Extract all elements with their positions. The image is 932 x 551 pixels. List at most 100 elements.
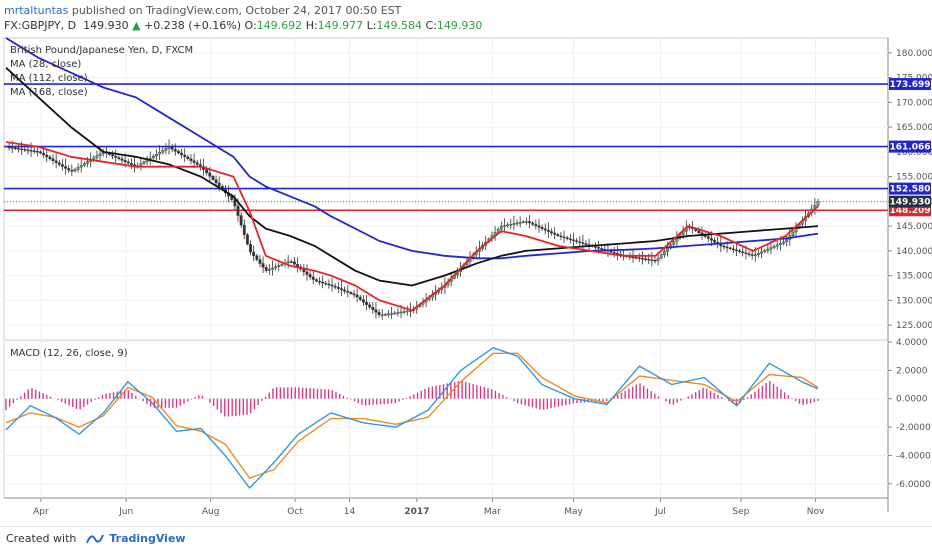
candle-body bbox=[778, 243, 782, 245]
candle-body bbox=[67, 168, 71, 171]
candle-body bbox=[393, 312, 397, 315]
time-axis: Apr Jun Aug Oct 14 2017 Mar May Jul Sep Nov bbox=[33, 498, 825, 517]
price-axis: 180.000175.000170.000165.000160.000155.0… bbox=[888, 49, 932, 331]
candle-body bbox=[383, 314, 387, 316]
tradingview-brand[interactable]: TradingView bbox=[109, 532, 186, 545]
candle-body bbox=[242, 224, 246, 235]
candle-body bbox=[264, 267, 268, 271]
time-tick-label: May bbox=[564, 507, 583, 517]
candle-body bbox=[572, 239, 575, 241]
candle-body bbox=[710, 238, 713, 241]
candle-body bbox=[731, 248, 735, 251]
candle-body bbox=[61, 164, 64, 167]
candle-body bbox=[340, 288, 343, 291]
candle-body bbox=[528, 221, 531, 224]
candle-body bbox=[769, 247, 773, 250]
candle-body bbox=[518, 222, 522, 224]
tradingview-logo-icon bbox=[85, 534, 104, 544]
chart-header: mrtaltuntas published on TradingView.com… bbox=[0, 0, 932, 36]
candle-body bbox=[713, 240, 716, 243]
time-tick-label: Jul bbox=[654, 507, 666, 517]
candle-body bbox=[647, 259, 651, 261]
candle-body bbox=[151, 155, 155, 159]
candle-body bbox=[314, 279, 318, 282]
candle-body bbox=[246, 234, 249, 245]
candle-body bbox=[816, 201, 820, 206]
candle-body bbox=[173, 149, 177, 152]
legend-ma168[interactable]: MA (168, close) bbox=[10, 87, 88, 98]
candle-body bbox=[280, 263, 284, 266]
candle-body bbox=[161, 150, 165, 153]
legend-ma28[interactable]: MA (28, close) bbox=[10, 59, 81, 70]
author-link[interactable]: mrtaltuntas bbox=[4, 4, 69, 17]
candle-body bbox=[521, 221, 525, 223]
candle-body bbox=[79, 165, 83, 168]
candle-body bbox=[772, 246, 776, 248]
candle-body bbox=[559, 235, 563, 238]
candle-body bbox=[86, 161, 89, 164]
price-series bbox=[5, 37, 819, 312]
time-tick-label: Apr bbox=[33, 507, 49, 517]
high-value: 149.977 bbox=[317, 19, 364, 32]
candle-body bbox=[556, 234, 560, 237]
candle-body bbox=[750, 254, 754, 256]
candle-body bbox=[390, 313, 394, 315]
symbol-label[interactable]: FX:GBPJPY, D bbox=[4, 19, 77, 32]
candle-body bbox=[330, 284, 334, 287]
price-tick-label: 180.000 bbox=[896, 49, 932, 59]
candle-body bbox=[95, 155, 99, 158]
candle-body bbox=[139, 163, 143, 166]
macd-pane[interactable] bbox=[3, 341, 889, 499]
level-badge bbox=[889, 140, 931, 153]
macd-tick-label: 2.0000 bbox=[896, 366, 928, 376]
candle-body bbox=[233, 199, 237, 207]
candle-body bbox=[73, 169, 77, 172]
candle-body bbox=[503, 225, 506, 227]
horizontal-levels bbox=[4, 83, 888, 212]
candle-body bbox=[760, 251, 763, 254]
candle-body bbox=[763, 250, 767, 253]
candle-body bbox=[352, 293, 356, 296]
candle-body bbox=[258, 259, 262, 264]
candle-body bbox=[205, 169, 209, 174]
candle-body bbox=[672, 241, 676, 245]
candle-body bbox=[653, 260, 657, 262]
candle-body bbox=[123, 160, 127, 162]
candle-body bbox=[236, 205, 240, 216]
candle-body bbox=[719, 243, 723, 247]
candle-body bbox=[380, 314, 384, 317]
candle-body bbox=[180, 152, 183, 156]
candle-body bbox=[111, 154, 114, 157]
candle-body bbox=[506, 224, 510, 227]
candle-body bbox=[785, 239, 789, 243]
candle-body bbox=[343, 289, 346, 292]
candle-body bbox=[211, 176, 215, 180]
time-tick-label: 14 bbox=[344, 507, 356, 517]
price-change: +0.238 (+0.16%) bbox=[144, 19, 242, 32]
time-tick-label: Aug bbox=[202, 507, 220, 517]
candle-body bbox=[293, 261, 296, 265]
candle-body bbox=[782, 241, 785, 244]
chart-canvas[interactable]: 180.000175.000170.000165.000160.000155.0… bbox=[0, 36, 932, 526]
time-tick-label: Mar bbox=[484, 507, 501, 517]
candle-body bbox=[575, 240, 578, 242]
price-tick-label: 165.000 bbox=[896, 123, 932, 133]
time-tick-label: Nov bbox=[807, 507, 825, 517]
candle-body bbox=[252, 251, 256, 257]
candle-body bbox=[662, 251, 666, 255]
candle-body bbox=[722, 245, 726, 248]
ma28-line bbox=[5, 141, 819, 312]
candle-body bbox=[534, 224, 538, 227]
close-value: 149.930 bbox=[436, 19, 483, 32]
candle-body bbox=[48, 156, 52, 160]
candle-body bbox=[183, 154, 187, 158]
candle-body bbox=[142, 161, 146, 164]
legend-ma112[interactable]: MA (112, close) bbox=[10, 73, 88, 84]
time-tick-label: Jun bbox=[118, 507, 133, 517]
macd-signal-line bbox=[5, 352, 819, 479]
candle-body bbox=[164, 148, 168, 151]
candle-body bbox=[333, 285, 337, 288]
candle-body bbox=[120, 158, 124, 161]
candle-body bbox=[82, 163, 86, 166]
candle-body bbox=[29, 150, 33, 152]
